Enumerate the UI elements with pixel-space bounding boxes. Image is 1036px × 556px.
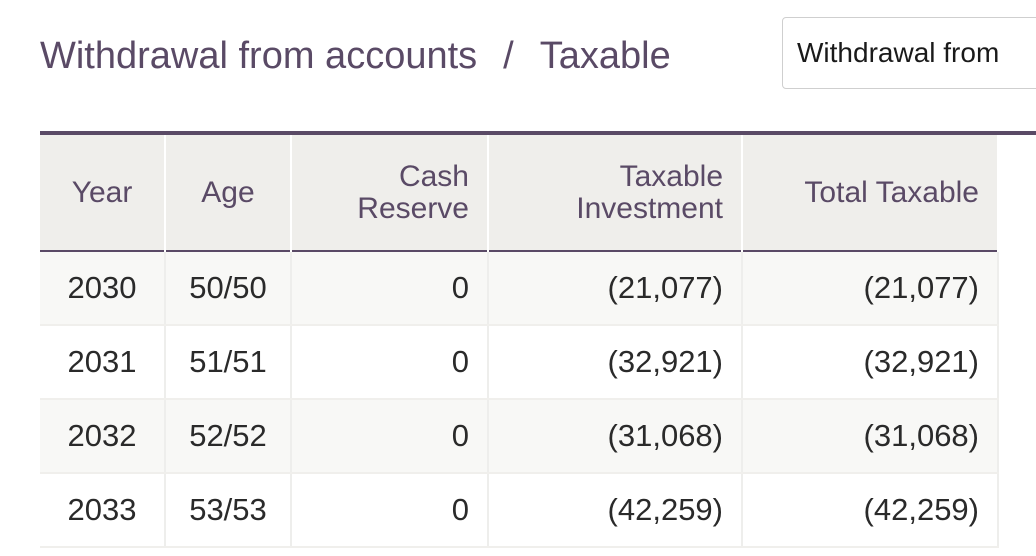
withdrawal-table: Year Age Cash Reserve Taxable Investment T… — [40, 135, 999, 548]
cell-year: 2032 — [40, 399, 166, 474]
cell-total-taxable: (21,077) — [742, 251, 999, 326]
cell-cash-reserve: 0 — [291, 251, 489, 326]
cell-cash-reserve: 0 — [291, 325, 489, 400]
table-row: 2031 51/51 0 (32,921) (32,921) — [40, 325, 999, 400]
cell-year: 2031 — [40, 325, 166, 400]
view-select-value: Withdrawal from — [797, 37, 1000, 68]
column-header-taxable-investment[interactable]: Taxable Investment — [488, 135, 743, 251]
cell-age: 51/51 — [165, 325, 292, 400]
column-header-year[interactable]: Year — [40, 135, 166, 251]
page-title: Withdrawal from accounts / Taxable — [40, 30, 671, 82]
cell-taxable-investment: (42,259) — [488, 473, 743, 548]
table-row: 2032 52/52 0 (31,068) (31,068) — [40, 399, 999, 474]
cell-year: 2033 — [40, 473, 166, 548]
cell-total-taxable: (31,068) — [742, 399, 999, 474]
table-row: 2033 53/53 0 (42,259) (42,259) — [40, 473, 999, 548]
cell-age: 53/53 — [165, 473, 292, 548]
view-select[interactable]: Withdrawal from — [782, 17, 1036, 89]
cell-cash-reserve: 0 — [291, 473, 489, 548]
column-header-age[interactable]: Age — [165, 135, 292, 251]
withdrawal-table-container: Year Age Cash Reserve Taxable Investment T… — [40, 131, 1036, 548]
cell-cash-reserve: 0 — [291, 399, 489, 474]
cell-age: 50/50 — [165, 251, 292, 326]
table-top-rule — [40, 131, 1036, 135]
table-header-row: Year Age Cash Reserve Taxable Investment T… — [40, 135, 999, 251]
column-header-total-taxable[interactable]: Total Taxable — [742, 135, 999, 251]
cell-taxable-investment: (32,921) — [488, 325, 743, 400]
cell-total-taxable: (42,259) — [742, 473, 999, 548]
cell-total-taxable: (32,921) — [742, 325, 999, 400]
breadcrumb-separator: / — [503, 34, 514, 77]
column-header-cash-reserve[interactable]: Cash Reserve — [291, 135, 489, 251]
cell-taxable-investment: (31,068) — [488, 399, 743, 474]
cell-taxable-investment: (21,077) — [488, 251, 743, 326]
cell-age: 52/52 — [165, 399, 292, 474]
cell-year: 2030 — [40, 251, 166, 326]
table-row: 2030 50/50 0 (21,077) (21,077) — [40, 251, 999, 326]
breadcrumb-current: Taxable — [539, 34, 671, 77]
breadcrumb-section[interactable]: Withdrawal from accounts — [40, 34, 478, 77]
